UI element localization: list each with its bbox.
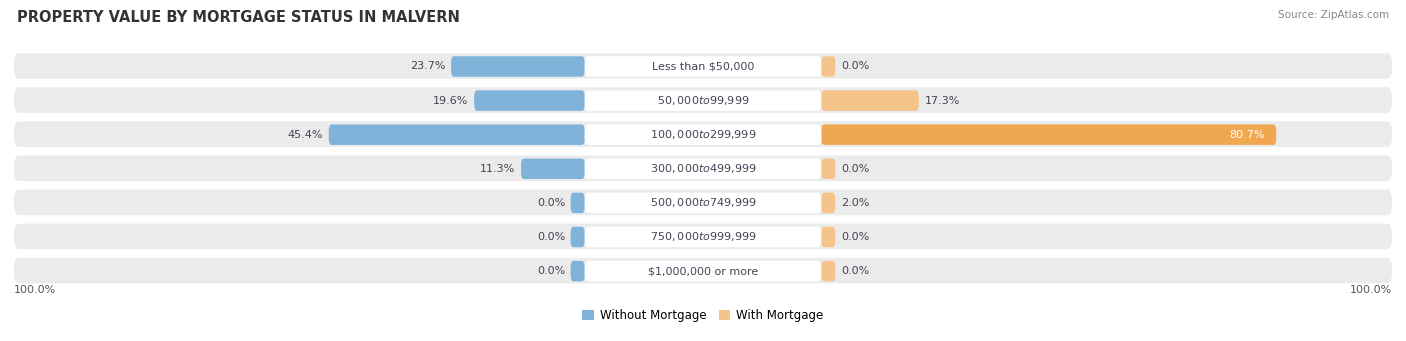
Text: $500,000 to $749,999: $500,000 to $749,999: [650, 196, 756, 209]
Text: 0.0%: 0.0%: [537, 266, 565, 276]
FancyBboxPatch shape: [821, 159, 835, 179]
Text: $50,000 to $99,999: $50,000 to $99,999: [657, 94, 749, 107]
FancyBboxPatch shape: [821, 227, 835, 247]
FancyBboxPatch shape: [474, 90, 585, 111]
Text: PROPERTY VALUE BY MORTGAGE STATUS IN MALVERN: PROPERTY VALUE BY MORTGAGE STATUS IN MAL…: [17, 10, 460, 25]
FancyBboxPatch shape: [14, 258, 1392, 283]
Text: 0.0%: 0.0%: [841, 164, 869, 174]
Text: $300,000 to $499,999: $300,000 to $499,999: [650, 162, 756, 175]
FancyBboxPatch shape: [585, 261, 821, 281]
FancyBboxPatch shape: [821, 124, 1277, 145]
FancyBboxPatch shape: [14, 87, 1392, 113]
Text: 100.0%: 100.0%: [1350, 285, 1392, 295]
FancyBboxPatch shape: [571, 227, 585, 247]
Text: 0.0%: 0.0%: [537, 232, 565, 242]
Text: Less than $50,000: Less than $50,000: [652, 61, 754, 72]
Text: Source: ZipAtlas.com: Source: ZipAtlas.com: [1278, 10, 1389, 20]
Text: 23.7%: 23.7%: [411, 61, 446, 72]
FancyBboxPatch shape: [821, 90, 920, 111]
FancyBboxPatch shape: [585, 56, 821, 77]
FancyBboxPatch shape: [571, 193, 585, 213]
Text: $750,000 to $999,999: $750,000 to $999,999: [650, 231, 756, 243]
FancyBboxPatch shape: [585, 193, 821, 213]
FancyBboxPatch shape: [14, 121, 1392, 147]
Text: 19.6%: 19.6%: [433, 95, 468, 106]
Legend: Without Mortgage, With Mortgage: Without Mortgage, With Mortgage: [578, 305, 828, 327]
FancyBboxPatch shape: [14, 53, 1392, 79]
FancyBboxPatch shape: [821, 261, 835, 281]
Text: 100.0%: 100.0%: [14, 285, 56, 295]
FancyBboxPatch shape: [585, 124, 821, 145]
Text: 0.0%: 0.0%: [841, 61, 869, 72]
Text: 0.0%: 0.0%: [841, 266, 869, 276]
Text: 17.3%: 17.3%: [924, 95, 960, 106]
Text: 11.3%: 11.3%: [481, 164, 516, 174]
FancyBboxPatch shape: [14, 155, 1392, 181]
FancyBboxPatch shape: [14, 190, 1392, 215]
Text: 0.0%: 0.0%: [841, 232, 869, 242]
FancyBboxPatch shape: [571, 261, 585, 281]
FancyBboxPatch shape: [821, 193, 835, 213]
Text: 45.4%: 45.4%: [288, 130, 323, 140]
FancyBboxPatch shape: [585, 227, 821, 247]
Text: $100,000 to $299,999: $100,000 to $299,999: [650, 128, 756, 141]
Text: $1,000,000 or more: $1,000,000 or more: [648, 266, 758, 276]
FancyBboxPatch shape: [585, 90, 821, 111]
FancyBboxPatch shape: [522, 159, 585, 179]
Text: 80.7%: 80.7%: [1230, 130, 1265, 140]
FancyBboxPatch shape: [329, 124, 585, 145]
FancyBboxPatch shape: [821, 56, 835, 77]
Text: 0.0%: 0.0%: [537, 198, 565, 208]
Text: 2.0%: 2.0%: [841, 198, 869, 208]
FancyBboxPatch shape: [451, 56, 585, 77]
FancyBboxPatch shape: [585, 159, 821, 179]
FancyBboxPatch shape: [14, 224, 1392, 249]
